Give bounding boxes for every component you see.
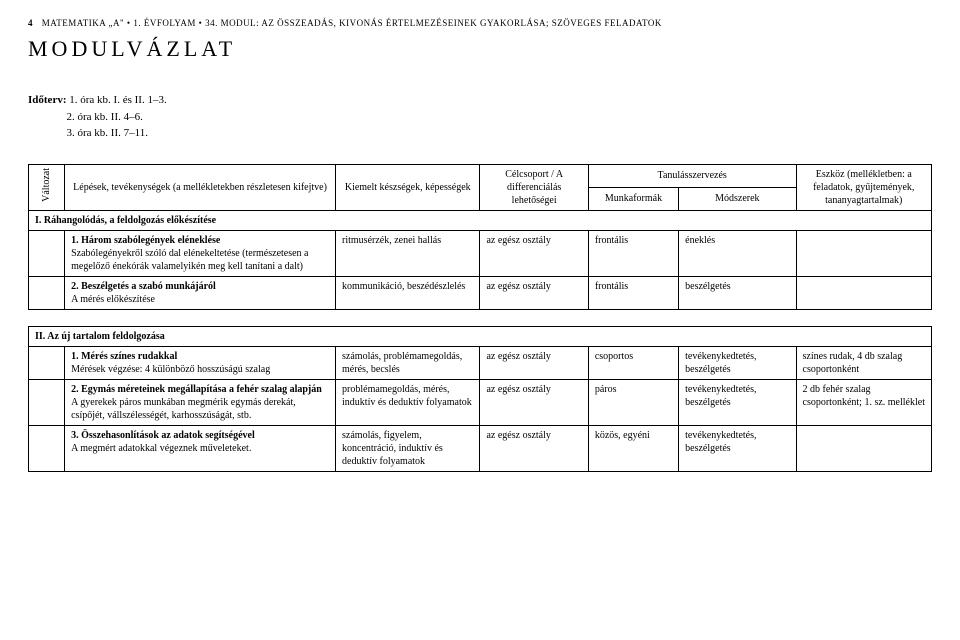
cell-forms: frontális	[588, 230, 678, 276]
th-skills: Kiemelt készségek, képességek	[336, 164, 480, 210]
cell-target: az egész osztály	[480, 379, 588, 425]
cell-skills: számolás, problémamegoldás, mérés, becsl…	[336, 346, 480, 379]
section-1-title: I. Ráhangolódás, a feldolgozás előkészít…	[29, 210, 932, 230]
module-table-1: Változat Lépések, tevékenységek (a mellé…	[28, 164, 932, 310]
section-1-row: I. Ráhangolódás, a feldolgozás előkészít…	[29, 210, 932, 230]
cell-target: az egész osztály	[480, 276, 588, 309]
cell-tool	[796, 425, 931, 471]
schedule-line-1: 1. óra kb. I. és II. 1–3.	[69, 94, 166, 106]
th-valtozat: Változat	[29, 164, 65, 210]
running-header: 4 MATEMATIKA „A" • 1. ÉVFOLYAM • 34. MOD…	[28, 18, 932, 28]
module-table-2: II. Az új tartalom feldolgozása 1. Mérés…	[28, 326, 932, 472]
cell-tool: 2 db fehér szalag csoportonként; 1. sz. …	[796, 379, 931, 425]
cell-forms: páros	[588, 379, 678, 425]
cell-tool	[796, 230, 931, 276]
table-row: 2. Beszélgetés a szabó munkájáról A mérés…	[29, 276, 932, 309]
th-methods: Módszerek	[679, 187, 796, 210]
cell-forms: frontális	[588, 276, 678, 309]
schedule-block: Időterv: 1. óra kb. I. és II. 1–3. 2. ór…	[28, 92, 932, 142]
step-bold: 1. Három szabólegények eléneklése	[71, 235, 220, 246]
step-bold: 3. Összehasonlítások az adatok segítségé…	[71, 430, 255, 441]
step-rest: Szabólegényekről szóló dal elénekeltetés…	[71, 248, 308, 272]
schedule-line-3: 3. óra kb. II. 7–11.	[67, 127, 148, 139]
cell-methods: tevékenykedtetés, beszélgetés	[679, 425, 796, 471]
th-steps: Lépések, tevékenységek (a mellékletekben…	[65, 164, 336, 210]
cell-forms: közös, egyéni	[588, 425, 678, 471]
th-tool: Eszköz (mellékletben: a feladatok, gyűjt…	[796, 164, 931, 210]
cell-methods: éneklés	[679, 230, 796, 276]
cell-methods: tevékenykedtetés, beszélgetés	[679, 379, 796, 425]
header-row-1: Változat Lépések, tevékenységek (a mellé…	[29, 164, 932, 187]
step-rest: A mérés előkészítése	[71, 294, 155, 305]
step-rest: A megmért adatokkal végeznek műveleteket…	[71, 443, 251, 454]
schedule-line-2: 2. óra kb. II. 4–6.	[67, 111, 143, 123]
running-head-text: MATEMATIKA „A" • 1. ÉVFOLYAM • 34. MODUL…	[42, 18, 662, 28]
cell-skills: ritmusérzék, zenei hallás	[336, 230, 480, 276]
cell-methods: beszélgetés	[679, 276, 796, 309]
cell-methods: tevékenykedtetés, beszélgetés	[679, 346, 796, 379]
table-row: 1. Mérés színes rudakkal Mérések végzése:…	[29, 346, 932, 379]
step-bold: 1. Mérés színes rudakkal	[71, 351, 177, 362]
section-2-title: II. Az új tartalom feldolgozása	[29, 326, 932, 346]
th-forms: Munkaformák	[588, 187, 678, 210]
page-title: MODULVÁZLAT	[28, 36, 932, 62]
cell-skills: problémamegoldás, mérés, induktív és ded…	[336, 379, 480, 425]
step-bold: 2. Beszélgetés a szabó munkájáról	[71, 281, 216, 292]
step-rest: Mérések végzése: 4 különböző hosszúságú …	[71, 364, 270, 375]
table-row: 3. Összehasonlítások az adatok segítségé…	[29, 425, 932, 471]
table-row: 2. Egymás méreteinek megállapítása a feh…	[29, 379, 932, 425]
cell-target: az egész osztály	[480, 425, 588, 471]
th-target: Célcsoport / A differenciálás lehetősége…	[480, 164, 588, 210]
cell-target: az egész osztály	[480, 346, 588, 379]
step-bold: 2. Egymás méreteinek megállapítása a feh…	[71, 384, 322, 395]
cell-forms: csoportos	[588, 346, 678, 379]
cell-skills: számolás, figyelem, koncentráció, indukt…	[336, 425, 480, 471]
cell-skills: kommunikáció, beszédészlelés	[336, 276, 480, 309]
cell-tool	[796, 276, 931, 309]
cell-tool: színes rudak, 4 db szalag csoportonként	[796, 346, 931, 379]
table-row: 1. Három szabólegények eléneklése Szabóle…	[29, 230, 932, 276]
step-rest: A gyerekek páros munkában megmérik egymá…	[71, 397, 296, 421]
th-org: Tanulásszervezés	[588, 164, 796, 187]
page-number: 4	[28, 18, 33, 28]
schedule-label: Időterv:	[28, 94, 67, 106]
cell-target: az egész osztály	[480, 230, 588, 276]
section-2-row: II. Az új tartalom feldolgozása	[29, 326, 932, 346]
